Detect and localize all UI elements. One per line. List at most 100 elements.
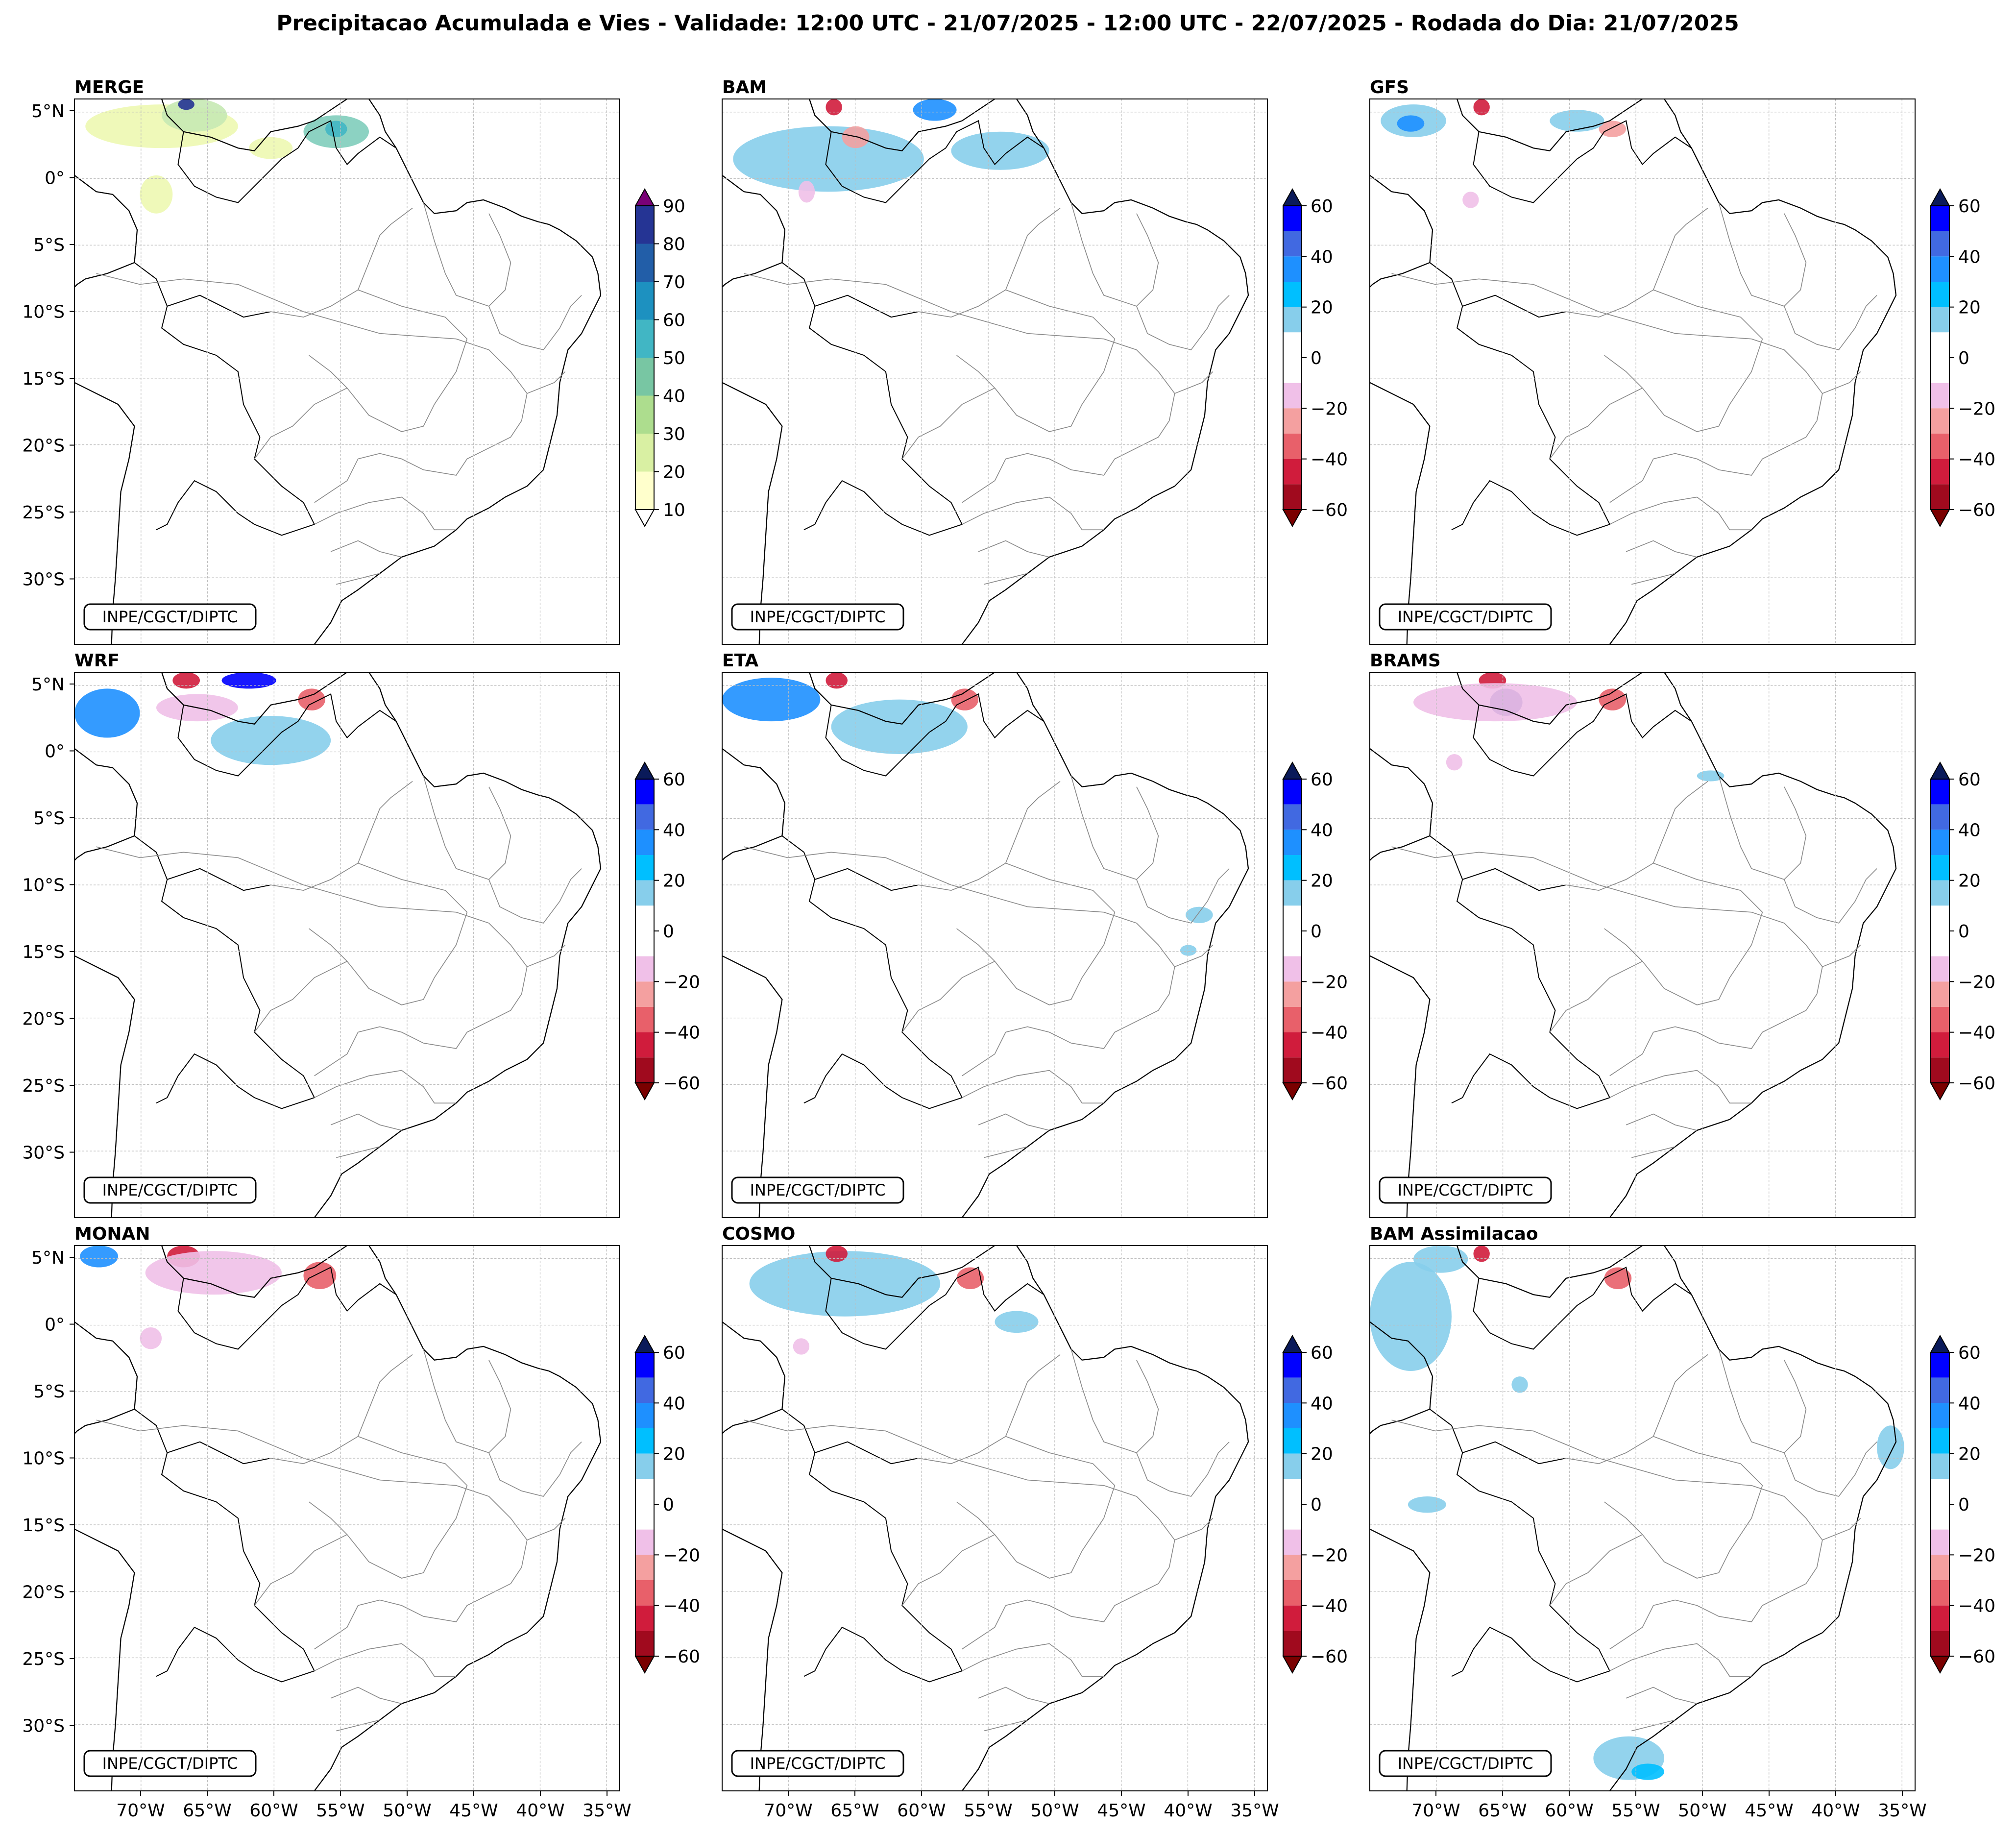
panel-title: BRAMS [1370,651,1441,671]
precip-field [1462,192,1479,208]
precip-field [995,1311,1039,1333]
precip-field [913,99,957,121]
map-area [74,672,620,1218]
map-area [722,1246,1267,1791]
colorbar-tick-label: 20 [663,871,685,891]
lat-tick-label: 5°N [31,1248,65,1268]
colorbar-tick-label: −60 [1311,1074,1348,1094]
precip-field [831,699,968,754]
lat-tick-label: 0° [45,742,65,762]
svg-text:INPE/CGCT/DIPTC: INPE/CGCT/DIPTC [750,608,886,626]
precip-field [826,672,848,689]
map-panel: BAM INPE/CGCT/DIPTC 60 40 20 0 −20 −40 −60 [722,77,1348,645]
precip-field [951,688,979,710]
colorbar: 60 40 20 0 −20 −40 −60 [1930,188,1995,528]
colorbar-tick-label: 60 [663,1343,685,1363]
colorbar-tick-label: −40 [1311,1023,1348,1043]
colorbar-tick-label: 40 [663,1394,685,1414]
lat-tick-label: 25°S [22,503,65,523]
panel-title: WRF [74,651,120,671]
lon-tick-label: 65°W [830,1801,879,1821]
colorbar-tick-label: 10 [663,500,685,520]
colorbar-tick-label: 60 [1958,196,1981,217]
panels-layer: MERGE 5°N 0° 5°S 10°S 15°S 20°S 25°S 30°S INPE/CG… [22,77,1995,1821]
lon-tick-label: 50°W [1678,1801,1726,1821]
colorbar-tick-label: 80 [663,235,685,255]
colorbar-tick-label: 90 [663,196,685,217]
colorbar-tick-label: 0 [1958,348,1969,368]
precip-field [298,688,325,710]
precip-field [1413,683,1577,722]
lon-tick-label: 55°W [316,1801,364,1821]
lat-tick-label: 20°S [22,1009,65,1029]
precip-field [211,716,331,765]
lon-tick-label: 45°W [1745,1801,1793,1821]
lon-tick-label: 60°W [1545,1801,1593,1821]
map-frame [1369,672,1916,1218]
precip-field [1473,1246,1490,1262]
map-area [74,99,620,644]
precip-field [172,672,200,689]
lat-tick-label: 5°S [33,1382,65,1402]
precip-field [1186,906,1213,923]
panel-title: MERGE [74,77,144,98]
colorbar-tick-label: 0 [1958,1495,1969,1515]
precip-field [145,1251,282,1295]
precip-field [140,1327,162,1349]
precip-field [140,175,173,214]
colorbar-tick-label: 0 [1311,922,1322,942]
colorbar: 60 40 20 0 −20 −40 −60 [634,761,700,1101]
colorbar-tick-label: 40 [663,820,685,840]
colorbar-tick-label: −20 [1311,972,1348,992]
colorbar-tick-label: −60 [1958,1647,1995,1667]
colorbar-tick-label: −40 [1958,1596,1995,1616]
svg-text:INPE/CGCT/DIPTC: INPE/CGCT/DIPTC [102,1754,238,1773]
map-frame [722,1245,1268,1791]
precip-field [956,1267,984,1290]
colorbar: 60 40 20 0 −20 −40 −60 [634,1334,700,1674]
precip-field [249,137,293,159]
lat-tick-label: 20°S [22,436,65,456]
precip-field [1877,1425,1904,1469]
colorbar: 90 80 70 60 50 40 30 20 10 [634,188,685,528]
panel-title: MONAN [74,1224,150,1244]
map-frame [1369,98,1916,645]
panel-title: GFS [1370,77,1409,98]
colorbar-tick-label: 0 [1958,922,1969,942]
precip-field [80,1246,119,1268]
precip-field [722,678,821,722]
lon-tick-label: 45°W [449,1801,498,1821]
lon-tick-label: 70°W [764,1801,812,1821]
colorbar-tick-label: −60 [1958,500,1995,520]
colorbar-tick-label: −20 [1958,1545,1995,1565]
precip-field [749,1251,941,1317]
colorbar-tick-label: −60 [1311,1647,1348,1667]
lat-tick-label: 30°S [22,570,65,590]
colorbar-tick-label: 30 [663,424,685,444]
lat-tick-label: 0° [45,169,65,189]
colorbar-tick-label: 60 [663,311,685,331]
colorbar-tick-label: 0 [663,922,674,942]
colorbar-tick-label: 60 [1958,1343,1981,1363]
colorbar-tick-label: 60 [1311,196,1333,217]
credit-label: INPE/CGCT/DIPTC [731,1176,904,1204]
lat-tick-label: 25°S [22,1649,65,1669]
lon-tick-label: 50°W [383,1801,431,1821]
svg-text:INPE/CGCT/DIPTC: INPE/CGCT/DIPTC [750,1754,886,1773]
colorbar-tick-label: 40 [1958,247,1981,267]
panel-title: COSMO [722,1224,795,1244]
lon-tick-label: 40°W [1811,1801,1860,1821]
lat-tick-label: 5°N [31,101,65,122]
lat-tick-label: 5°S [33,808,65,829]
precip-field [951,131,1049,170]
precip-field [1599,688,1627,710]
precip-field [178,99,194,110]
colorbar: 60 40 20 0 −20 −40 −60 [1930,761,1995,1101]
colorbar-tick-label: −20 [1958,399,1995,419]
colorbar-tick-label: 40 [1958,820,1981,840]
map-frame [74,1245,620,1791]
colorbar-tick-label: 40 [663,387,685,407]
lat-tick-label: 15°S [22,942,65,962]
map-panel: GFS INPE/CGCT/DIPTC 60 40 20 0 −20 −40 −60 [1369,77,1995,645]
lat-tick-label: 30°S [22,1143,65,1163]
